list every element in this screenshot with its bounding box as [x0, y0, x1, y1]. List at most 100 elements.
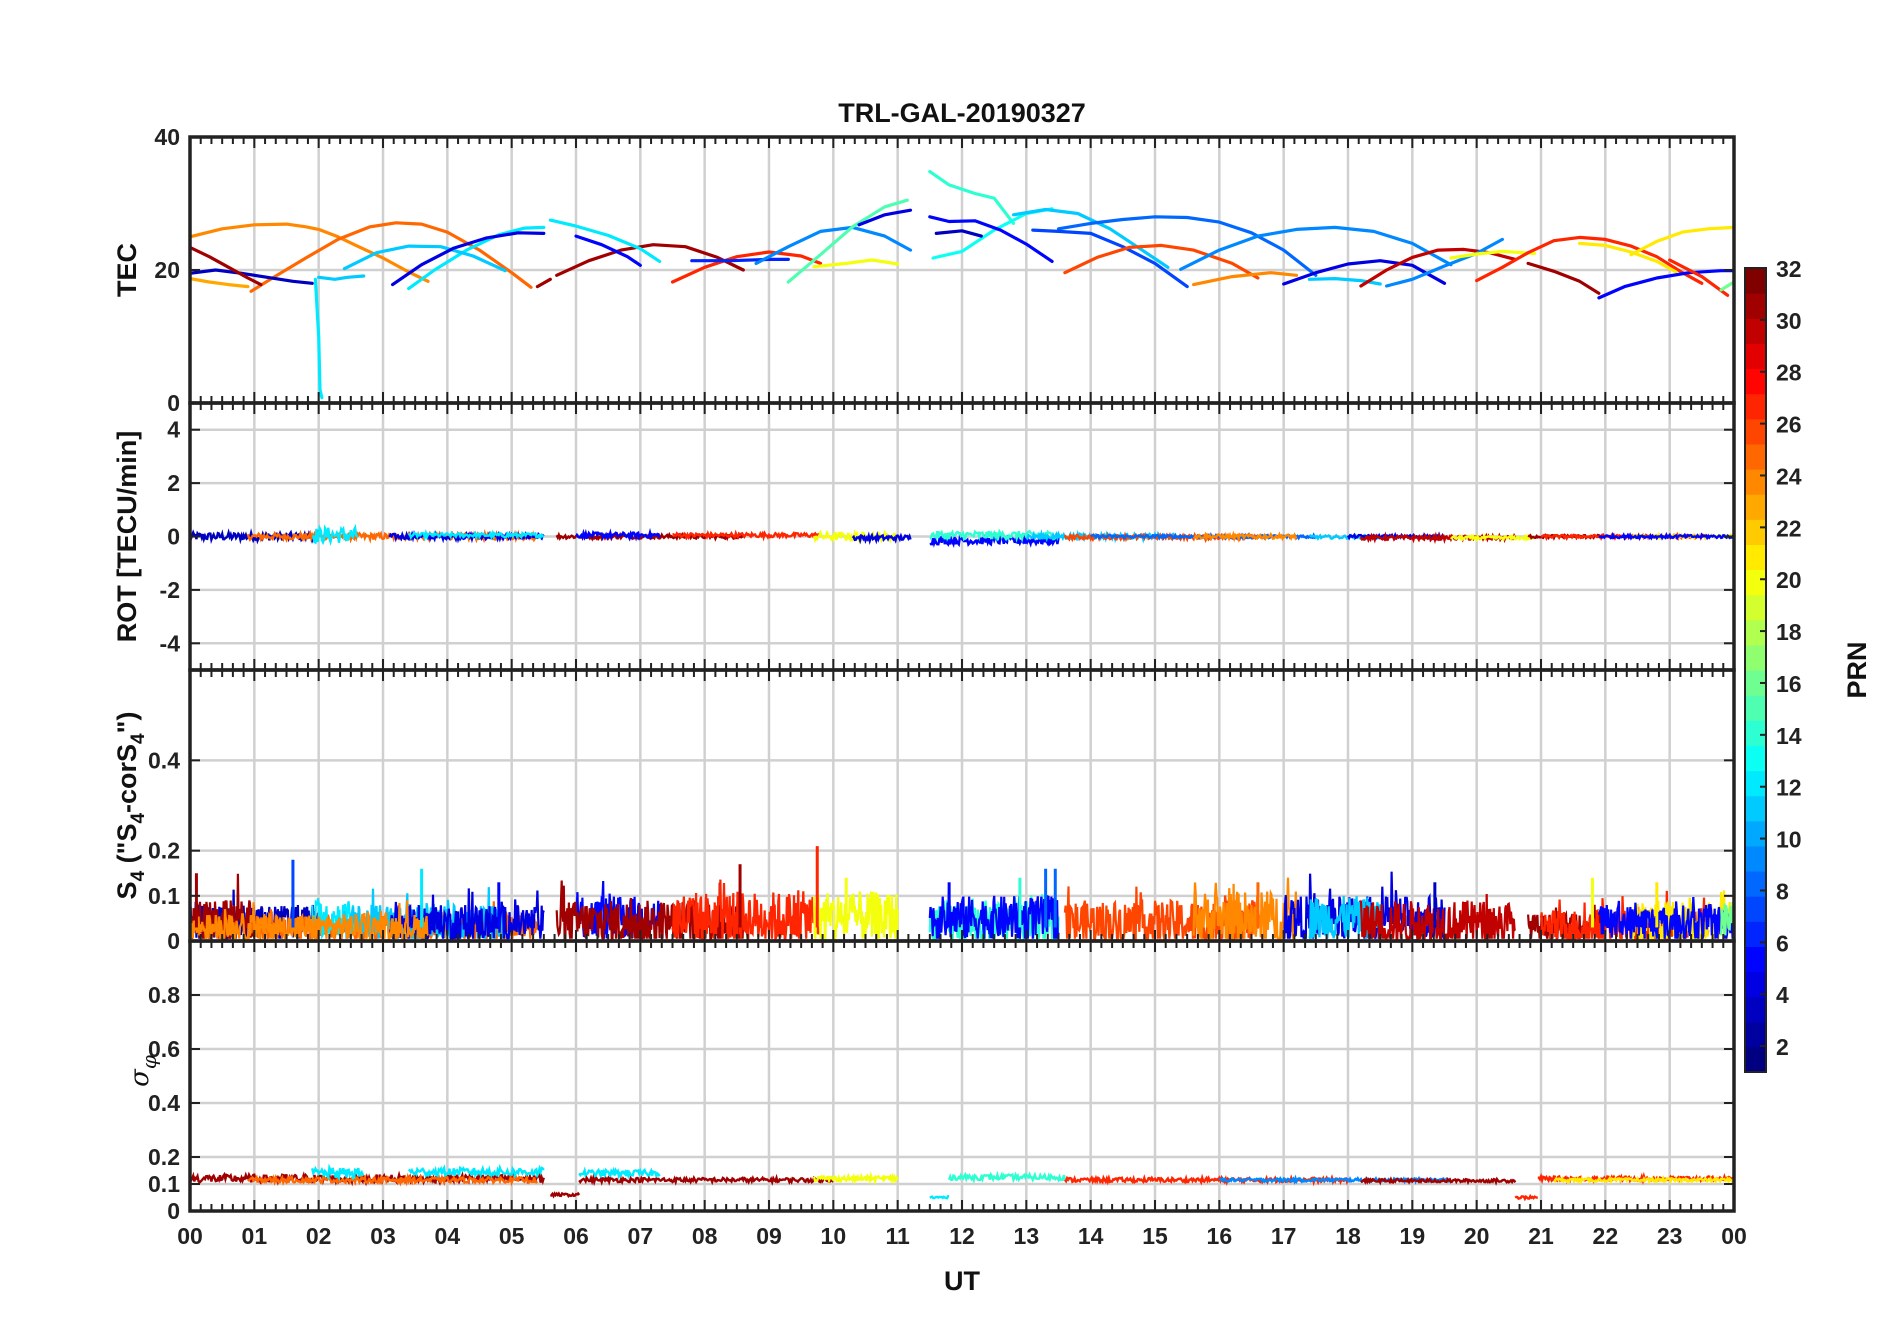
tec-series-prn-4 — [391, 231, 546, 287]
colorbar-tick-label: 28 — [1776, 360, 1802, 386]
x-minor-ticks-tec — [189, 137, 1735, 403]
tec-series-prn-21 — [1629, 225, 1734, 257]
colorbar-step — [1745, 996, 1766, 1023]
tec-series-prn-12 — [313, 277, 324, 400]
x-axis-label: UT — [944, 1266, 980, 1296]
x-axis: 00 01 02 03 04 05 06 07 08 09 10 11 12 13 14 15 16 17 18 19… — [177, 1223, 1747, 1249]
tec-series-prn-20 — [1449, 249, 1537, 260]
x-tick-label: 22 — [1593, 1223, 1619, 1249]
rot-series-prn-5 — [575, 527, 661, 542]
x-tick-label: 05 — [499, 1223, 525, 1249]
colorbar-step — [1745, 720, 1766, 746]
tec-series-prn-6 — [690, 257, 790, 263]
sigma_phi-series-prn-27 — [1514, 1193, 1538, 1202]
tec-series-prn-31 — [190, 245, 263, 287]
tec-series-prn-4 — [857, 208, 913, 227]
x-tick-label: 09 — [756, 1223, 782, 1249]
y-tick-label-sigma_phi: 0.6 — [148, 1036, 180, 1062]
rot-series-prn-5 — [929, 532, 1060, 549]
colorbar-step — [1745, 343, 1766, 370]
y-tick-label-tec: 0 — [167, 390, 180, 416]
x-minor-ticks-sigma_phi — [189, 941, 1735, 1211]
y-tick-label-rot: 4 — [167, 417, 180, 443]
colorbar-step — [1745, 820, 1766, 847]
y-tick-label-tec: 40 — [154, 124, 180, 150]
tec-series-prn-25 — [249, 221, 533, 293]
colorbar-tick-label: 26 — [1776, 412, 1802, 438]
rot-series-prn-20 — [1449, 533, 1536, 543]
tec-series-prn-9 — [1179, 225, 1453, 271]
y-axis-label-rot: ROT [TECU/min] — [112, 431, 142, 642]
colorbar-tick-label: 32 — [1776, 256, 1802, 282]
s4-series-prn-27 — [671, 879, 822, 941]
s4-series-prn-5 — [928, 886, 1060, 939]
y-tick-label-s4: 0.4 — [148, 747, 180, 773]
colorbar-step — [1745, 871, 1766, 897]
chart-title: TRL-GAL-20190327 — [838, 98, 1086, 128]
tec-series-prn-4 — [1282, 259, 1447, 286]
colorbar-step — [1745, 971, 1766, 998]
tec-series-prn-5 — [1597, 269, 1734, 300]
x-tick-label: 10 — [821, 1223, 847, 1249]
tec-series-prn-27 — [1475, 235, 1704, 285]
s4-series-prn-24 — [1192, 877, 1298, 940]
colorbar-tick-label: 8 — [1776, 878, 1789, 904]
tec-series-prn-7 — [1031, 228, 1189, 289]
colorbar-step — [1745, 469, 1766, 495]
tec-series-prn-31 — [1526, 261, 1601, 295]
x-tick-label: 14 — [1078, 1223, 1104, 1249]
tec-series-prn-20 — [812, 258, 900, 269]
x-tick-label: 03 — [370, 1223, 396, 1249]
series-tec — [190, 170, 1734, 400]
y-tick-label-tec: 20 — [154, 257, 180, 283]
colorbar-tick-label: 6 — [1776, 930, 1789, 956]
x-tick-label: 16 — [1207, 1223, 1233, 1249]
tec-series-prn-26 — [1063, 243, 1260, 280]
sigma_phi-series-prn-31 — [1360, 1175, 1517, 1186]
colorbar-step — [1745, 268, 1766, 294]
tec-series-prn-12 — [407, 225, 546, 291]
colorbar-step — [1745, 1046, 1766, 1073]
colorbar-frame — [1744, 267, 1767, 1073]
colorbar-tick-label: 30 — [1776, 308, 1802, 334]
colorbar-step — [1745, 594, 1766, 621]
x-tick-label: 06 — [563, 1223, 589, 1249]
tec-series-prn-11 — [1307, 277, 1382, 286]
tec-series-prn-27 — [670, 250, 823, 284]
colorbar-tick-label: 4 — [1776, 982, 1789, 1008]
y-tick-label-rot: 0 — [167, 524, 180, 550]
x-tick-label: 00 — [1721, 1223, 1747, 1249]
rot-series-prn-12 — [407, 528, 545, 542]
y-tick-label-sigma_phi: 0.4 — [148, 1090, 180, 1116]
x-tick-label: 07 — [628, 1223, 654, 1249]
tec-series-prn-21 — [1577, 241, 1678, 274]
tec-series-prn-3 — [190, 268, 314, 285]
sigma_phi-series-prn-25 — [247, 1172, 539, 1187]
sigma_phi-series-prn-31 — [190, 1170, 545, 1187]
tec-series-prn-15 — [786, 198, 909, 284]
sigma_phi-series-prn-12 — [311, 1163, 365, 1182]
x-tick-label: 00 — [177, 1223, 203, 1249]
x-tick-label: 08 — [692, 1223, 718, 1249]
y-tick-label-sigma_phi: 0.2 — [148, 1144, 180, 1170]
tec-series-prn-3 — [934, 229, 983, 238]
colorbar-step — [1745, 494, 1766, 520]
colorbar-tick-label: 2 — [1776, 1034, 1789, 1060]
tec-series-prn-11 — [1011, 207, 1170, 269]
colorbar-step — [1745, 845, 1766, 872]
colorbar-step — [1745, 896, 1766, 922]
colorbar-tick-label: 24 — [1776, 463, 1802, 489]
tec-series-prn-14 — [928, 170, 1016, 225]
x-tick-label: 12 — [949, 1223, 975, 1249]
colorbar-step — [1745, 795, 1766, 822]
x-tick-label: 23 — [1657, 1223, 1683, 1249]
colorbar-step — [1745, 1021, 1766, 1048]
y-tick-label-rot: -2 — [160, 577, 180, 603]
tec-series-prn-11 — [317, 274, 366, 281]
y-tick-label-s4: 0.1 — [148, 883, 180, 909]
colorbar-tick-label: 10 — [1776, 827, 1802, 853]
y-tick-label-rot: -4 — [160, 630, 181, 656]
tec-series-prn-11 — [342, 244, 507, 273]
sigma_phi-series-prn-14 — [947, 1170, 1067, 1184]
